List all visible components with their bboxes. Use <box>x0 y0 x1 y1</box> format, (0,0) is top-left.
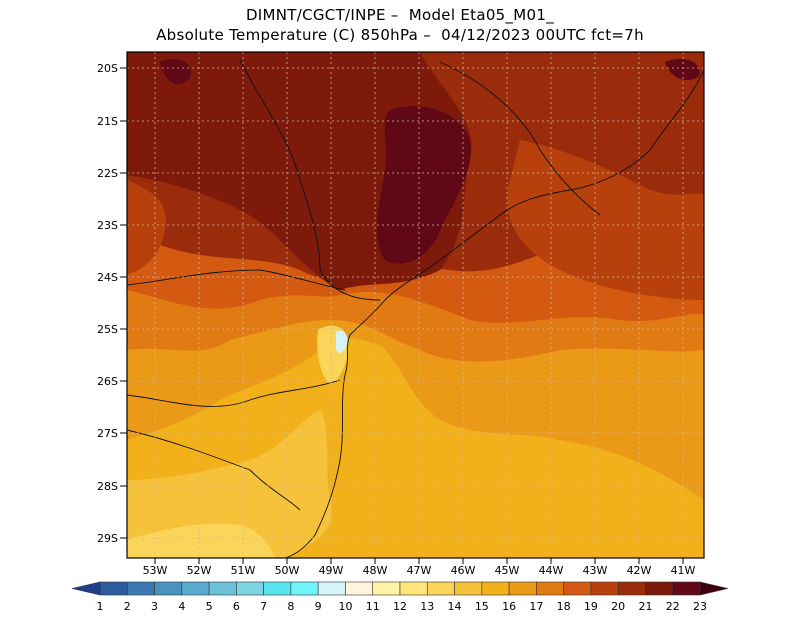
colorbar-cell <box>208 581 237 596</box>
title-line-2: Absolute Temperature (C) 850hPa – 04/12/… <box>156 26 644 44</box>
band-22 <box>377 106 471 264</box>
colorbar-label: 23 <box>693 600 707 613</box>
lat-label: 23S <box>97 219 118 232</box>
coastline <box>127 59 704 558</box>
colorbar-label: 21 <box>638 600 652 613</box>
colorbar-label: 1 <box>97 600 104 613</box>
colorbar-cell <box>345 581 374 596</box>
tick-marks <box>120 67 684 564</box>
colorbar-cell <box>99 581 128 596</box>
colorbar-cell <box>481 581 510 596</box>
colorbar-cell <box>154 581 183 596</box>
lon-label: 46W <box>451 564 476 577</box>
colorbar-cell <box>454 581 483 596</box>
colorbar-label: 14 <box>448 600 462 613</box>
lon-label: 43W <box>583 564 608 577</box>
gridlines <box>127 52 704 558</box>
band-10 <box>336 330 348 353</box>
colorbar-label: 8 <box>287 600 294 613</box>
lon-labels: 53W 52W 51W 50W 49W 48W 47W 46W 45W 44W … <box>143 564 696 577</box>
colorbar-cell <box>399 581 428 596</box>
lat-label: 29S <box>97 532 118 545</box>
colorbar-cell <box>617 581 646 596</box>
colorbar-cell <box>672 581 701 596</box>
colorbar-label: 18 <box>557 600 571 613</box>
border-c <box>127 269 346 291</box>
colorbar-label: 2 <box>124 600 131 613</box>
lon-label: 44W <box>539 564 564 577</box>
colorbar-cell <box>590 581 619 596</box>
lat-label: 20S <box>97 62 118 75</box>
colorbar-arrow-left <box>71 581 101 596</box>
lon-label: 53W <box>143 564 168 577</box>
band-20-west <box>127 180 166 275</box>
colorbar-label: 3 <box>151 600 158 613</box>
colorbar-arrow-right <box>699 581 729 596</box>
band-20-east <box>507 140 704 300</box>
colorbar-label: 17 <box>529 600 543 613</box>
colorbar-cell <box>536 581 564 596</box>
colorbar-cell <box>563 581 592 596</box>
lat-label: 22S <box>97 167 118 180</box>
colorbar-cell <box>236 581 264 596</box>
colorbar-label: 10 <box>338 600 352 613</box>
colorbar-cell <box>426 581 455 596</box>
border-e <box>127 429 301 511</box>
colorbar-label: 4 <box>178 600 185 613</box>
band-12 <box>127 523 275 558</box>
lat-label: 21S <box>97 115 118 128</box>
lon-label: 48W <box>363 564 388 577</box>
colorbar-label: 19 <box>584 600 598 613</box>
border-b <box>239 59 381 301</box>
band-13 <box>127 410 332 558</box>
colorbar-cell <box>508 581 537 596</box>
colorbar-cells <box>71 581 729 596</box>
temperature-field <box>127 52 704 558</box>
colorbar-label: 9 <box>315 600 322 613</box>
band-22-ne <box>665 58 700 81</box>
lat-label: 26S <box>97 375 118 388</box>
colorbar-label: 13 <box>420 600 434 613</box>
colorbar-cell <box>645 581 674 596</box>
border-d <box>127 379 341 407</box>
lat-label: 24S <box>97 271 118 284</box>
colorbar-labels: 1 2 3 4 5 6 7 8 9 10 11 12 13 14 15 16 17 18 19 20 21 22 23 <box>97 600 708 613</box>
border-a <box>439 61 601 216</box>
lon-label: 51W <box>231 564 256 577</box>
coast-line <box>284 69 704 558</box>
colorbar-cell <box>181 581 210 596</box>
lat-labels: 20S 21S 22S 23S 24S 25S 26S 27S 28S 29S <box>97 62 118 545</box>
colorbar-cell <box>290 581 319 596</box>
lat-label: 28S <box>97 480 118 493</box>
colorbar-label: 12 <box>393 600 407 613</box>
lon-label: 47W <box>407 564 432 577</box>
colorbar-label: 6 <box>233 600 240 613</box>
band-22-nw <box>160 58 191 85</box>
lon-label: 49W <box>319 564 344 577</box>
map-frame <box>126 51 705 559</box>
lon-label: 52W <box>187 564 212 577</box>
colorbar-cell <box>317 581 346 596</box>
colorbar-label: 15 <box>475 600 489 613</box>
title-line-1: DIMNT/CGCT/INPE – Model Eta05_M01_ <box>245 6 555 24</box>
colorbar-cell <box>263 581 292 596</box>
colorbar-label: 5 <box>206 600 213 613</box>
lon-label: 45W <box>495 564 520 577</box>
colorbar-label: 7 <box>260 600 267 613</box>
lat-label: 27S <box>97 427 118 440</box>
lon-label: 50W <box>275 564 300 577</box>
lat-label: 25S <box>97 323 118 336</box>
lon-label: 41W <box>671 564 696 577</box>
colorbar-label: 16 <box>502 600 516 613</box>
colorbar-cell <box>126 581 155 596</box>
colorbar-label: 22 <box>666 600 680 613</box>
colorbar-cell <box>372 581 401 596</box>
colorbar-label: 11 <box>366 600 380 613</box>
colorbar-label: 20 <box>611 600 625 613</box>
lon-label: 42W <box>627 564 652 577</box>
